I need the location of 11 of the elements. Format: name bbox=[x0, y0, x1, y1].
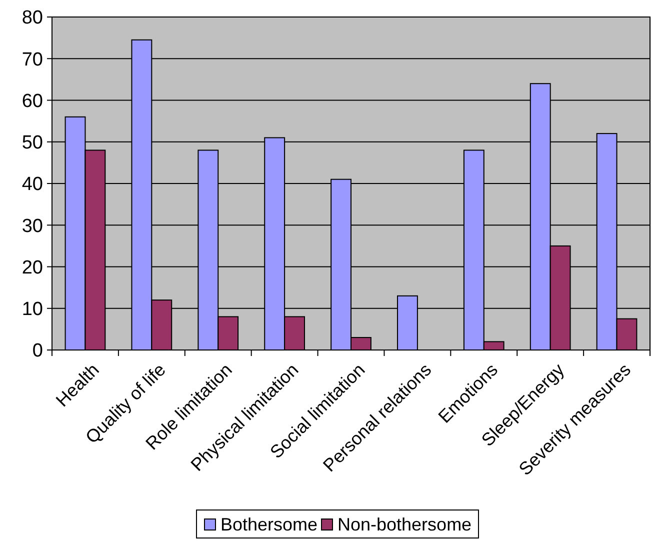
legend-label: Non-bothersome bbox=[338, 514, 472, 534]
y-tick-label: 70 bbox=[22, 49, 43, 70]
y-tick-label: 60 bbox=[22, 90, 43, 112]
y-tick-label: 40 bbox=[22, 174, 43, 196]
y-tick-label: 80 bbox=[22, 8, 43, 29]
y-tick-label: 0 bbox=[32, 340, 43, 362]
y-tick-label: 50 bbox=[22, 132, 43, 154]
y-tick-label: 30 bbox=[22, 216, 43, 237]
y-tick-label: 10 bbox=[22, 299, 43, 320]
y-tick-label: 20 bbox=[22, 257, 43, 278]
legend-label: Bothersome bbox=[220, 514, 318, 534]
